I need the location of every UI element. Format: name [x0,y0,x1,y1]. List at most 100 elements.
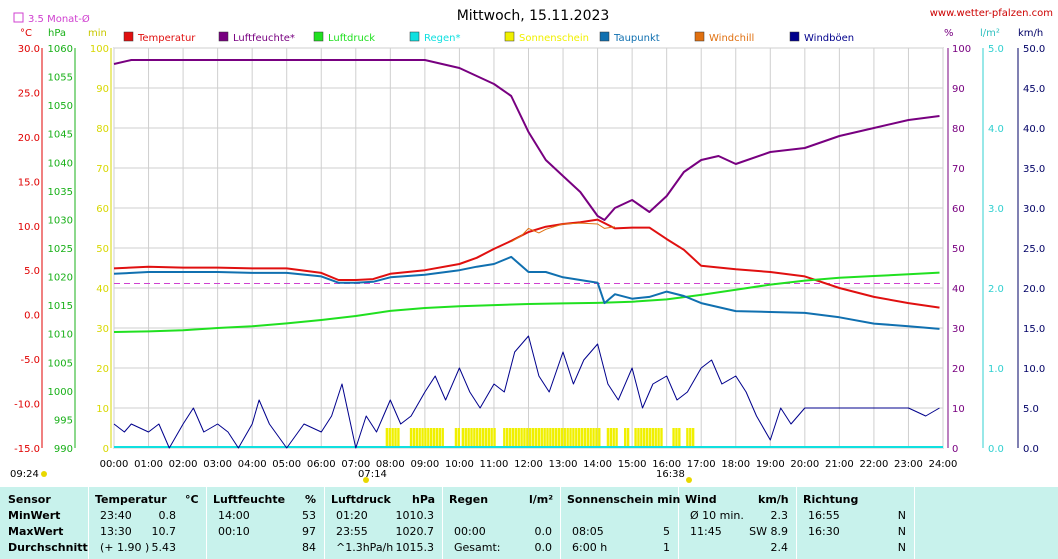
sunshine-bar [490,428,493,448]
sunshine-bar [505,428,509,448]
sunshine-bar [473,428,476,448]
sunshine-bar [537,428,541,448]
pressure-tick-label: 1010 [48,330,73,341]
sunshine-bar [531,428,535,448]
pressure-tick-label: 1045 [48,130,73,141]
cell-dir-val: N [897,509,906,522]
sunshine-bar [467,428,470,448]
humidity-tick-label: 30 [952,324,965,335]
temperature-tick-label: 10.0 [18,222,40,233]
sunshine-bar [672,428,675,448]
series-line-luftfeuchte [113,59,940,221]
cell-press-time: 23:55 [336,525,368,538]
sunshine-bar [388,428,391,448]
sunshine_minutes-tick-label: 70 [96,164,109,175]
pressure-tick-label: 1005 [48,358,73,369]
series-line-taupunkt [113,255,940,330]
x-tick-label: 01:00 [134,459,163,470]
sunshine-bar [598,428,601,448]
sunshine-bar [592,428,595,448]
legend-swatch [694,31,705,42]
x-tick-label: 15:00 [618,459,647,470]
chart-marks [113,59,943,449]
sunshine_minutes-tick-label: 10 [96,404,109,415]
sunshine-bar [430,428,433,448]
unit-celsius: °C [20,28,32,39]
sunshine-bar [520,428,523,448]
sunshine-bar [493,428,496,448]
stats-table: Sensor Temperatur °C Luftfeuchte % Luftd… [0,487,1058,559]
sunshine-bar [549,428,552,448]
wind-tick-label: 35.0 [1023,164,1045,175]
pressure-tick-label: 1020 [48,273,73,284]
pressure-tick-label: 1030 [48,215,73,226]
sunshine-bar [508,428,512,448]
unit-lm2: l/m² [980,28,1000,39]
sunshine-bar [678,428,681,448]
sunshine-bar [624,428,627,448]
sunshine-bar [637,428,640,448]
hdr-regen: Regen [449,493,489,506]
x-tick-label: 19:00 [756,459,785,470]
hdr-temperatur: Temperatur [95,493,167,506]
chart-grid [113,47,944,449]
sunshine-bar [634,428,637,448]
sunshine-bar [615,428,618,448]
x-tick-label: 24:00 [929,459,958,470]
x-tick-label: 18:00 [721,459,750,470]
unit-kmh: km/h [1018,28,1043,39]
x-tick-label: 11:00 [480,459,509,470]
x-tick-label: 03:00 [203,459,232,470]
cell-sun-val: 1 [663,541,670,554]
legend-swatch [789,31,800,42]
pressure-tick-label: 1060 [48,44,73,55]
sunrise-icon [363,477,369,483]
x-tick-label: 17:00 [687,459,716,470]
sunshine-bar [691,428,695,448]
hdr-sonnenschein: Sonnenschein min [567,493,681,506]
cell-temp-val: 0.8 [158,509,177,522]
cell-press-time: 01:20 [336,509,368,522]
sunshine_minutes-tick-label: 80 [96,124,109,135]
sunshine-bar [457,428,461,448]
x-tick-label: 07:00 [341,459,370,470]
sunshine-bar [511,428,515,448]
corner-time: 09:24 [10,469,39,480]
series-line-temperatur [113,218,940,309]
cell-temp-time: 13:30 [100,525,132,538]
sunshine_minutes-tick-label: 60 [96,204,109,215]
cell-hum-val: 84 [302,541,316,554]
temperature-tick-label: 30.0 [18,44,40,55]
cell-sun-val: 5 [663,525,670,538]
rain-tick-label: 4.0 [988,124,1004,135]
hdr-temperatur-unit: °C [185,493,199,506]
x-tick-label: 06:00 [307,459,336,470]
temperature-tick-label: 5.0 [24,266,40,277]
x-tick-label: 20:00 [790,459,819,470]
wind-tick-label: 25.0 [1023,244,1045,255]
cell-wind-time: Ø 10 min. [690,509,744,522]
x-tick-label: 09:00 [410,459,439,470]
cell-sun-time: 6:00 h [572,541,608,554]
sunshine-bar [432,428,436,448]
temperature-tick-label: -5.0 [20,355,40,366]
x-tick-label: 23:00 [894,459,923,470]
cell-press-val: 1020.7 [395,525,435,538]
sunshine-bar [575,428,578,448]
pressure-tick-label: 1040 [48,158,73,169]
pressure-tick-label: 1035 [48,187,73,198]
sun-icon [41,471,47,477]
sunshine_minutes-tick-label: 50 [96,244,109,255]
sunshine-bar [418,428,421,448]
cell-press-time: ^1.3hPa/h [336,541,394,554]
cell-hum-val: 97 [302,525,316,538]
x-tick-label: 16:00 [652,459,681,470]
cell-label: MinWert [8,509,61,522]
site-link[interactable]: www.wetter-pfalzen.com [930,8,1053,19]
rain-tick-label: 1.0 [988,364,1004,375]
pressure-tick-label: 1055 [48,73,73,84]
wind-tick-label: 0.0 [1023,444,1039,455]
sunshine-bar [563,428,566,448]
wind-tick-label: 10.0 [1023,364,1045,375]
sunshine-bar [566,428,569,448]
